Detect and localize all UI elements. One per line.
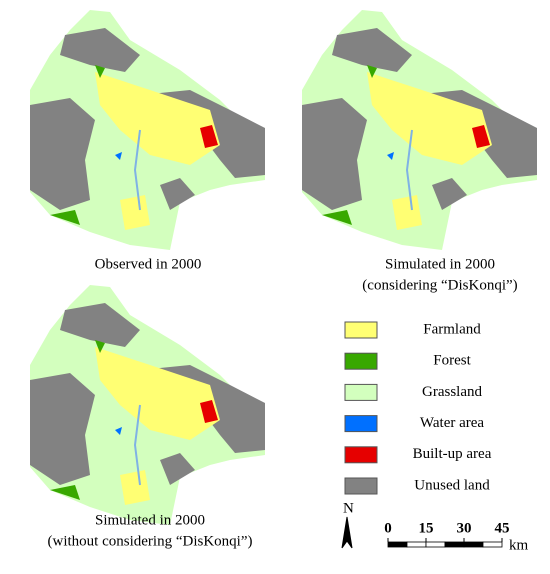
scale-segment bbox=[482, 541, 503, 548]
map-caption: Observed in 2000 bbox=[95, 256, 202, 272]
map-caption: Simulated in 2000 bbox=[385, 256, 495, 272]
scale-segment bbox=[387, 541, 408, 548]
legend-swatch bbox=[344, 415, 378, 433]
legend-swatch bbox=[344, 446, 378, 464]
map-caption: (considering “DisKonqi”) bbox=[362, 277, 517, 293]
scale-unit: km bbox=[509, 537, 529, 553]
legend-label: Farmland bbox=[423, 321, 481, 337]
north-label: N bbox=[343, 500, 354, 516]
scale-segment bbox=[406, 541, 427, 548]
legend-label: Grassland bbox=[422, 384, 482, 400]
scale-segment bbox=[444, 541, 465, 548]
legend-label: Forest bbox=[433, 353, 471, 369]
scale-label: 0 bbox=[384, 520, 392, 536]
scale-label: 15 bbox=[419, 520, 434, 536]
map-caption: (without considering “DisKonqi”) bbox=[48, 533, 253, 549]
map-caption: Simulated in 2000 bbox=[95, 512, 205, 528]
map bbox=[29, 284, 266, 526]
legend-label: Built-up area bbox=[413, 446, 492, 462]
legend-swatch bbox=[344, 477, 378, 495]
legend-label: Water area bbox=[420, 415, 484, 431]
legend-swatch bbox=[344, 321, 378, 339]
map bbox=[301, 9, 538, 251]
north-arrow bbox=[341, 516, 353, 549]
legend-label: Unused land bbox=[414, 477, 490, 493]
scale-label: 30 bbox=[457, 520, 472, 536]
scale-segment bbox=[425, 541, 446, 548]
legend-swatch bbox=[344, 352, 378, 370]
legend-swatch bbox=[344, 383, 378, 401]
scale-label: 45 bbox=[495, 520, 510, 536]
map bbox=[29, 9, 266, 251]
scale-segment bbox=[463, 541, 484, 548]
